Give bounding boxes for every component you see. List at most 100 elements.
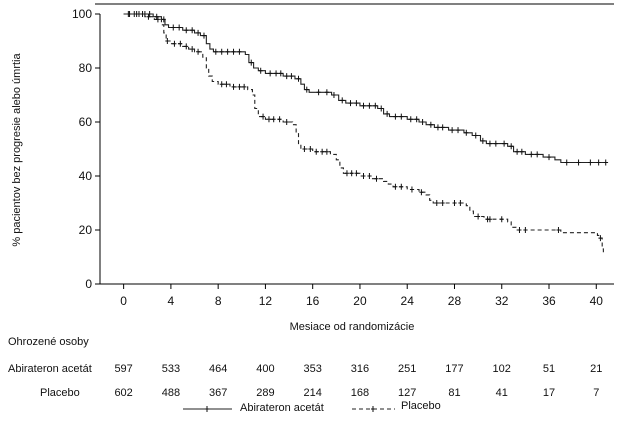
censor-mark [201,32,206,39]
censor-mark [354,100,359,107]
censor-mark [224,81,229,88]
risk-table-title: Ohrozené osoby [8,336,89,348]
risk-count: 488 [161,387,181,399]
risk-count: 400 [256,363,275,375]
censor-mark [340,97,345,104]
censor-mark [225,48,230,55]
legend-marker-abirateron [205,406,209,412]
censor-mark [564,159,569,166]
censor-mark [414,116,419,123]
censor-mark [316,89,321,96]
censor-mark [399,113,404,120]
censor-mark [274,70,279,77]
x-tick-label: 28 [448,294,462,308]
censor-mark [598,235,603,242]
censor-mark [165,38,170,44]
censor-mark [277,116,282,123]
series-line-placebo [123,13,604,255]
censor-mark [289,73,294,80]
censor-mark [314,148,319,155]
censor-mark [261,113,266,120]
x-tick-label: 0 [120,294,127,308]
risk-count: 289 [256,387,275,399]
y-tick-label: 80 [79,61,93,75]
censor-mark [284,73,289,80]
censor-mark [320,148,325,155]
censor-mark [576,159,581,166]
censor-mark [268,70,273,77]
censor-mark [515,148,520,155]
risk-count: 168 [350,387,370,399]
series-line-abirateron [123,13,609,164]
risk-count: 316 [350,363,370,375]
censor-mark [349,170,354,177]
censor-mark [493,140,498,147]
censor-mark [456,127,461,134]
x-tick-label: 32 [495,294,509,308]
censor-mark [308,146,313,152]
risk-count: 21 [590,363,603,375]
censor-mark [266,116,271,123]
censor-mark [556,227,561,233]
plot-area: 0 20 40 60 80 100 0 4 8 12 16 20 24 28 32 36 40 [72,7,614,308]
censor-mark [487,140,492,147]
censor-mark [393,113,398,120]
censor-mark [420,119,425,125]
risk-row-label-abirateron: Abirateron acetát [8,363,92,375]
risk-count: 367 [208,387,228,399]
censor-mark [219,48,224,55]
censor-mark [284,119,289,125]
censor-mark [393,183,398,190]
censor-mark [344,170,349,177]
x-tick-label: 40 [590,294,604,308]
censor-mark [385,110,390,117]
censor-mark [190,27,195,34]
censor-mark [499,216,504,223]
x-tick-label: 8 [215,294,222,308]
censor-mark [155,16,160,23]
legend-label-abirateron: Abirateron acetát [240,402,324,414]
censor-mark [517,227,522,233]
censor-mark [464,129,469,136]
censor-mark [127,11,132,17]
censor-mark [237,83,242,90]
censor-mark [373,102,378,109]
legend [183,406,395,412]
censor-mark [237,48,242,55]
risk-count: 102 [492,363,511,375]
x-axis-label: Mesiace od randomizácie [290,321,415,333]
censor-mark [171,24,176,31]
x-tick-label: 12 [259,294,273,308]
y-tick-label: 100 [72,7,92,21]
censor-mark [434,200,439,206]
censor-mark [603,159,608,166]
censor-mark [324,148,329,155]
censor-mark [428,121,433,128]
censor-mark [452,200,457,206]
censor-mark [476,213,481,220]
censor-mark [231,48,236,55]
censor-mark [184,43,189,50]
censor-mark [361,102,366,109]
censor-mark [213,48,218,55]
censor-mark [296,75,301,82]
censor-mark [161,16,166,23]
risk-count: 7 [593,387,600,399]
censor-mark [249,59,254,66]
y-tick-label: 40 [79,169,93,183]
risk-count: 597 [114,363,133,375]
censor-mark [242,83,247,90]
censor-mark [331,92,336,98]
censor-mark [440,124,445,131]
y-axis-label: % pacientov bez progresie alebo úmrtia [11,53,23,247]
censor-mark [177,24,182,31]
censor-mark [184,27,189,34]
risk-count: 81 [448,387,461,399]
x-tick-label: 36 [542,294,556,308]
censor-mark [146,13,151,20]
censor-mark [523,227,528,233]
x-tick-label: 4 [168,294,175,308]
censor-mark [361,173,366,179]
censor-mark [519,148,524,155]
censor-mark [190,46,195,53]
